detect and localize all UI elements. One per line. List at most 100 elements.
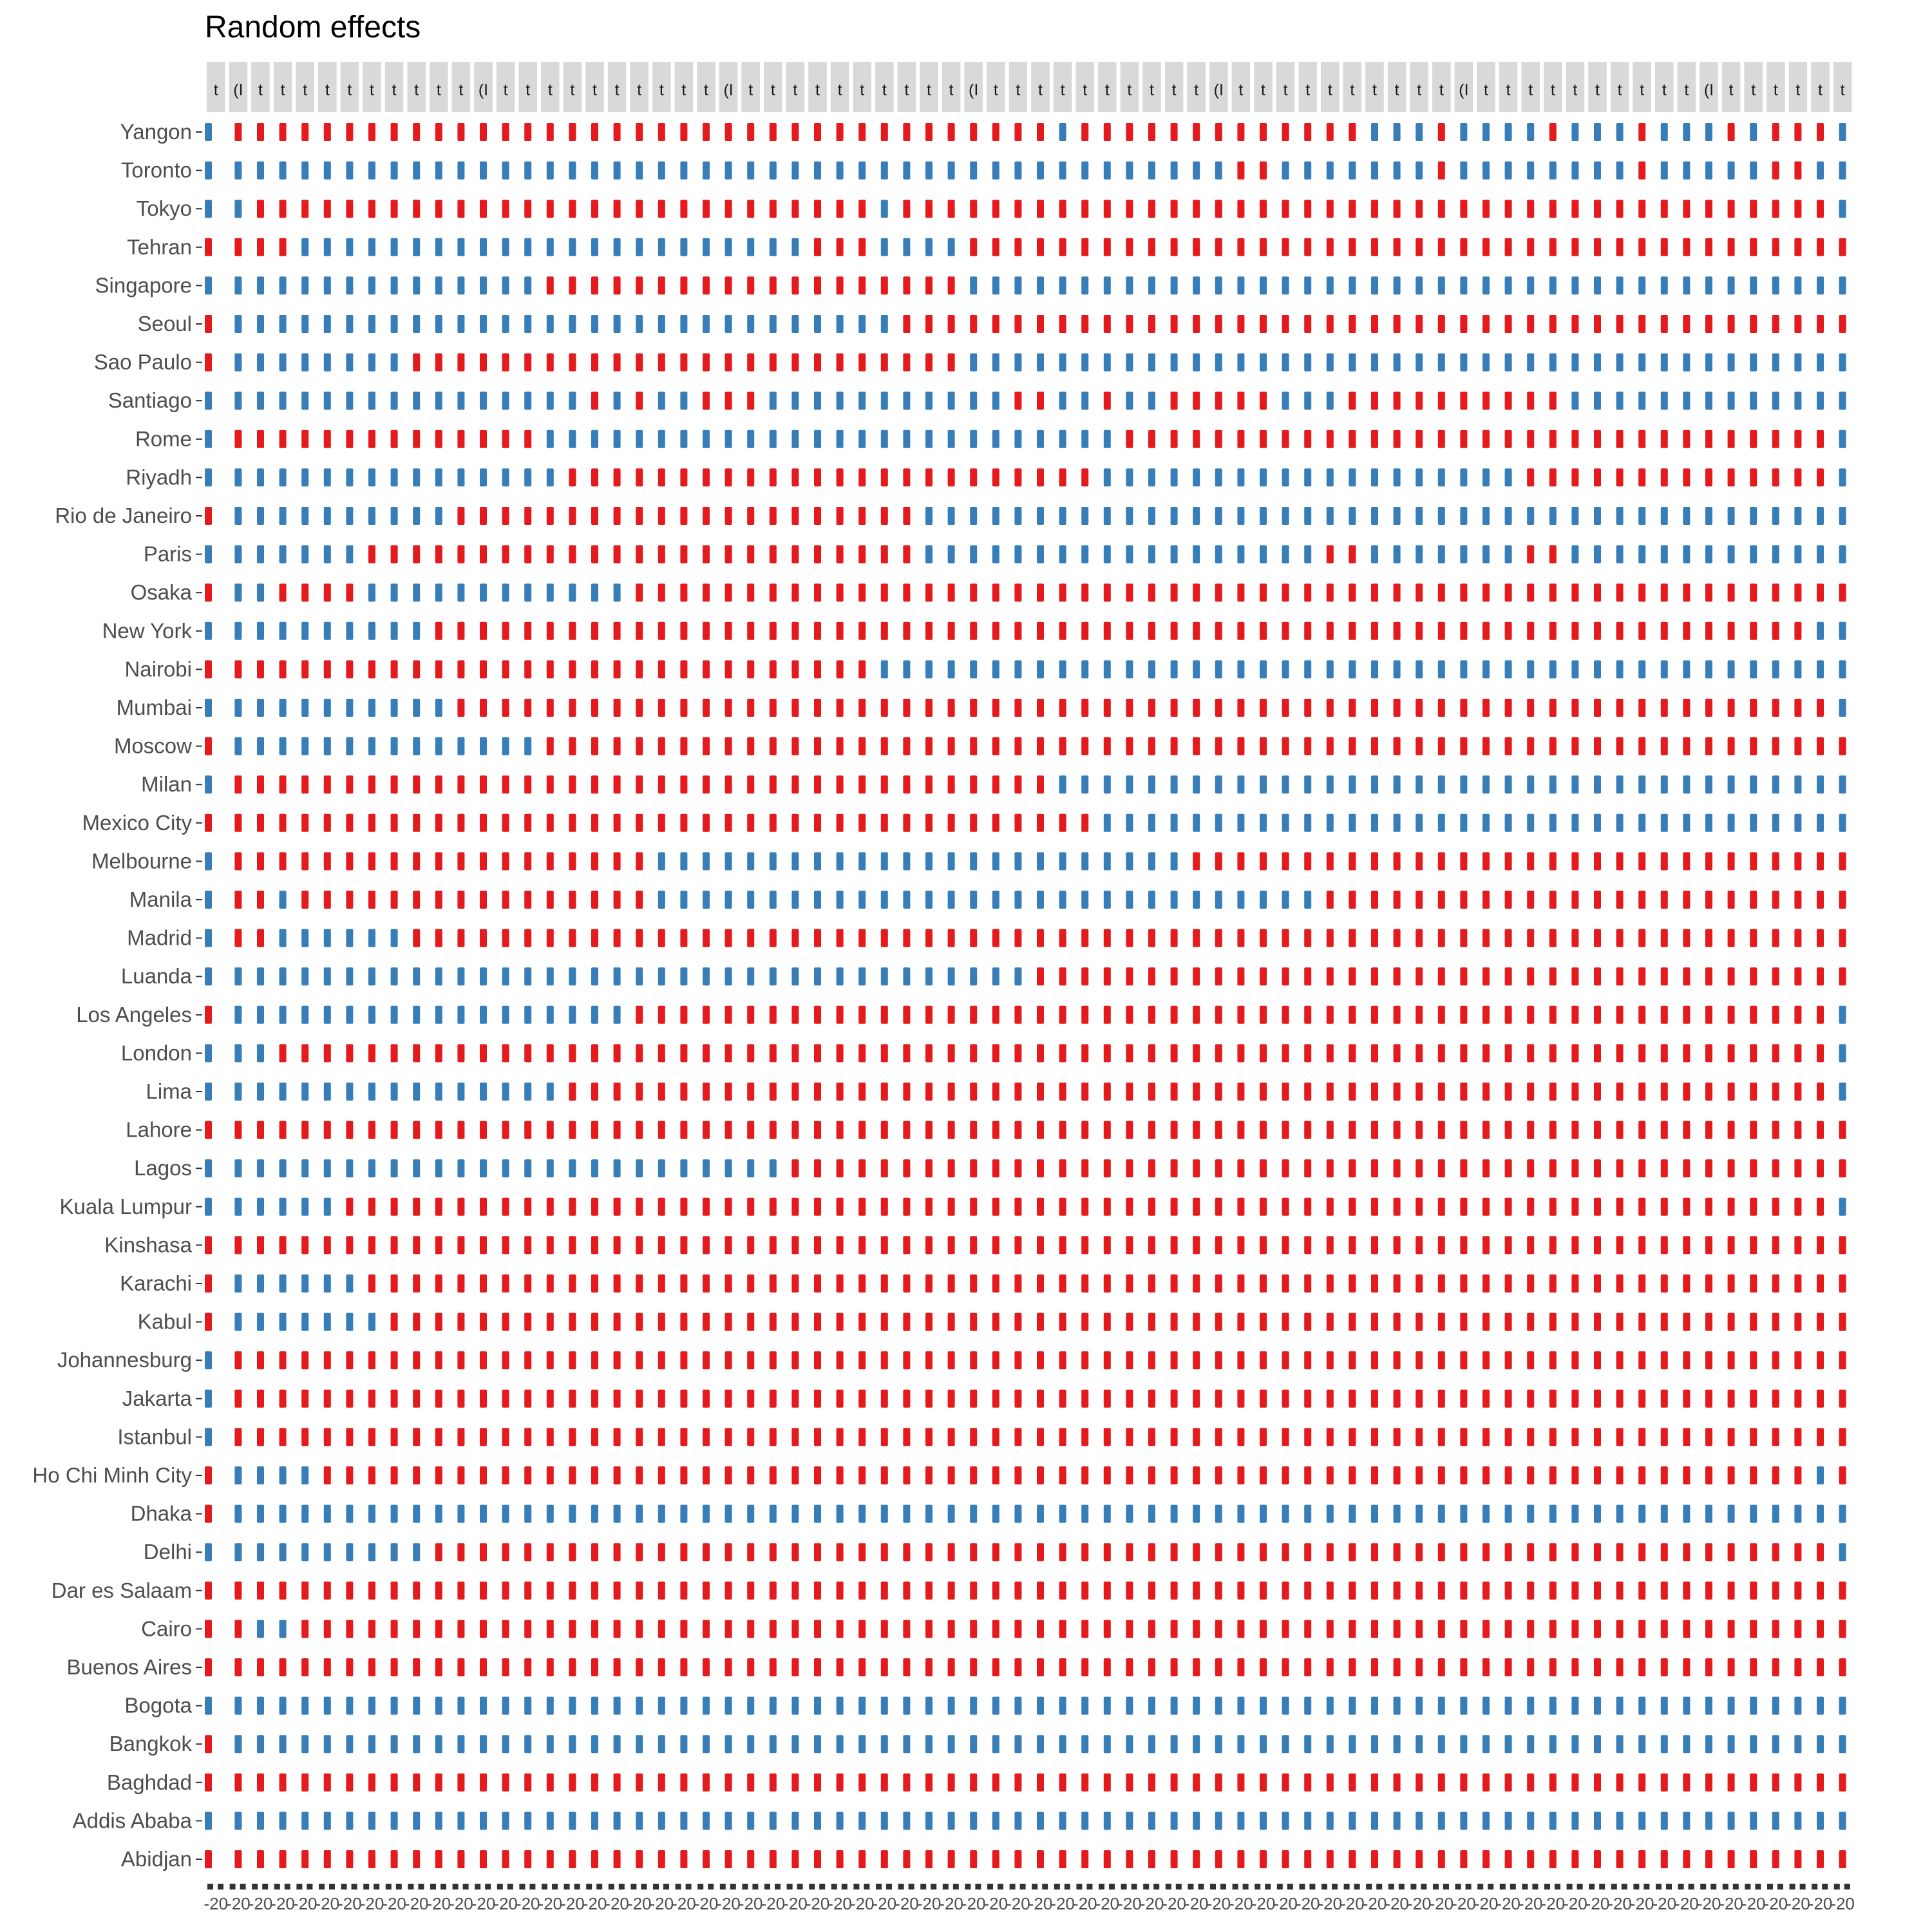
effect-bar xyxy=(1727,353,1735,372)
effect-bar xyxy=(836,699,844,717)
y-axis-label: Jakarta xyxy=(122,1387,193,1410)
effect-bar xyxy=(880,353,888,372)
y-axis-label: New York xyxy=(102,619,193,643)
effect-bar xyxy=(658,1121,665,1139)
effect-bar xyxy=(1126,315,1133,333)
effect-bar xyxy=(1237,353,1245,372)
effect-bar xyxy=(1660,1735,1668,1754)
facet-strip-bg xyxy=(1588,62,1607,112)
effect-bar xyxy=(1371,545,1378,564)
effect-bar xyxy=(1260,1581,1267,1600)
effect-bar xyxy=(1237,1466,1245,1484)
effect-bar xyxy=(1794,1696,1802,1715)
effect-bar xyxy=(480,1620,487,1638)
effect-bar xyxy=(791,1543,799,1562)
effect-bar xyxy=(1103,1121,1111,1139)
effect-bar xyxy=(1638,468,1646,487)
effect-bar xyxy=(234,1312,242,1331)
effect-bar xyxy=(1059,1197,1066,1216)
y-axis-label: Abidjan xyxy=(121,1847,192,1871)
effect-bar xyxy=(1527,353,1535,372)
effect-bar xyxy=(457,1312,465,1331)
effect-bar xyxy=(1772,583,1779,602)
effect-bar xyxy=(1817,353,1824,372)
effect-bar xyxy=(836,737,844,755)
effect-bar xyxy=(1282,621,1289,640)
effect-bar xyxy=(1103,392,1111,410)
x-axis-tick-label: -20 xyxy=(1452,1894,1476,1913)
effect-bar xyxy=(1460,852,1468,871)
effect-bar xyxy=(925,1312,933,1331)
effect-bar xyxy=(1772,1351,1779,1370)
effect-bar xyxy=(1772,123,1779,141)
effect-bar xyxy=(925,621,933,640)
effect-bar xyxy=(435,699,442,717)
effect-bar xyxy=(1660,392,1668,410)
effect-bar xyxy=(724,507,732,525)
effect-bar xyxy=(457,161,465,180)
effect-bar xyxy=(1393,699,1401,717)
effect-bar xyxy=(279,123,287,141)
effect-bar xyxy=(1193,1620,1200,1638)
effect-bar xyxy=(390,699,398,717)
effect-bar xyxy=(880,1696,888,1715)
effect-bar xyxy=(1660,1121,1668,1139)
effect-bar xyxy=(658,1236,665,1255)
effect-bar xyxy=(1727,1351,1735,1370)
effect-bar xyxy=(435,1044,442,1063)
x-axis-tick xyxy=(1722,1884,1728,1889)
effect-bar xyxy=(1839,621,1846,640)
effect-bar xyxy=(502,1581,509,1600)
facet-strip-bg xyxy=(273,62,292,112)
effect-bar xyxy=(1616,161,1624,180)
effect-bar xyxy=(1193,545,1200,564)
effect-bar xyxy=(1772,1696,1779,1715)
effect-bar xyxy=(1660,699,1668,717)
effect-bar xyxy=(1170,200,1178,218)
effect-bar xyxy=(502,775,509,794)
effect-bar xyxy=(1037,1735,1044,1754)
effect-bar xyxy=(1304,1466,1312,1484)
effect-bar xyxy=(390,276,398,295)
effect-bar xyxy=(1371,660,1378,679)
effect-bar xyxy=(205,1812,212,1830)
effect-bar xyxy=(1081,1005,1089,1024)
effect-bar xyxy=(747,200,755,218)
effect-bar xyxy=(1282,123,1289,141)
effect-bar xyxy=(1460,813,1468,832)
effect-bar xyxy=(970,1850,978,1868)
effect-bar xyxy=(1750,1044,1757,1063)
x-axis-tick xyxy=(675,1884,681,1889)
effect-bar xyxy=(257,699,264,717)
effect-bar xyxy=(413,1620,421,1638)
effect-bar xyxy=(1193,1312,1200,1331)
effect-bar xyxy=(1037,1504,1044,1523)
effect-bar xyxy=(546,1351,554,1370)
effect-bar xyxy=(1148,315,1155,333)
effect-bar xyxy=(1326,1312,1334,1331)
effect-bar xyxy=(1571,430,1579,448)
effect-bar xyxy=(435,1466,442,1484)
effect-bar xyxy=(413,1658,421,1676)
effect-bar xyxy=(791,967,799,986)
effect-bar xyxy=(1750,1812,1757,1830)
effect-bar xyxy=(457,315,465,333)
effect-bar xyxy=(814,775,821,794)
effect-bar xyxy=(947,699,955,717)
effect-bar xyxy=(680,1504,688,1523)
effect-bar xyxy=(1727,315,1735,333)
effect-bar xyxy=(1460,1543,1468,1562)
effect-bar xyxy=(1683,123,1690,141)
effect-bar xyxy=(390,891,398,909)
effect-bar xyxy=(234,200,242,218)
effect-bar xyxy=(680,1159,688,1178)
effect-bar xyxy=(836,583,844,602)
x-axis-tick xyxy=(1009,1884,1016,1889)
effect-bar xyxy=(1170,123,1178,141)
effect-bar xyxy=(205,161,212,180)
effect-bar xyxy=(636,545,643,564)
effect-bar xyxy=(1260,699,1267,717)
effect-bar xyxy=(1416,1773,1423,1792)
facet-strip-label: t xyxy=(459,81,463,99)
effect-bar xyxy=(1260,583,1267,602)
